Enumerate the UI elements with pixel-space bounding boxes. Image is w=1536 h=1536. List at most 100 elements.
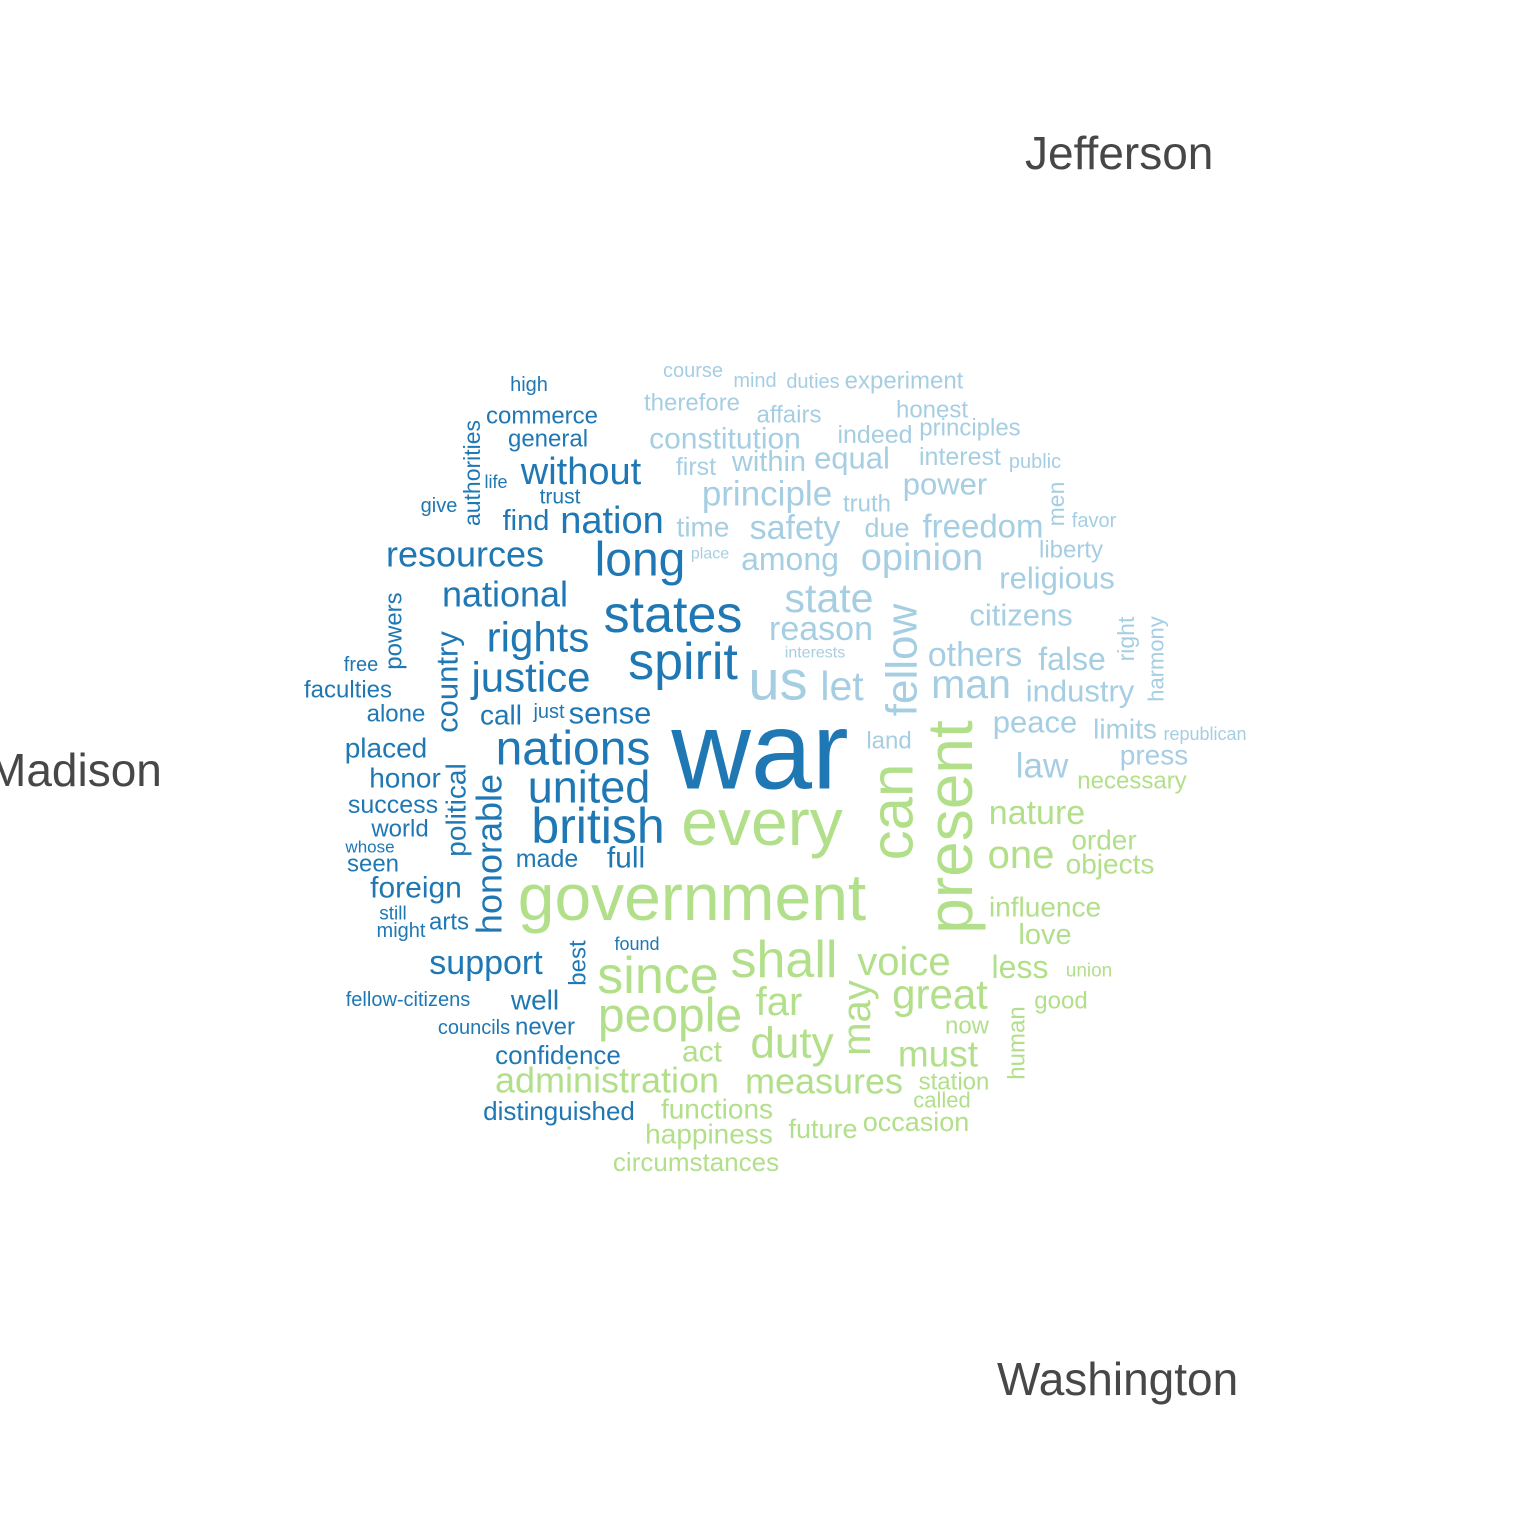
word-order: order — [1071, 825, 1136, 856]
group-label-washington: Washington — [997, 1353, 1239, 1405]
word-war: war — [670, 690, 848, 813]
word-states: states — [604, 586, 743, 644]
word-world: world — [370, 816, 428, 843]
word-without: without — [520, 451, 642, 493]
word-functions: functions — [661, 1094, 773, 1125]
word-foreign: foreign — [370, 872, 462, 905]
word-rights: rights — [487, 614, 590, 661]
word-reason: reason — [769, 610, 873, 648]
word-interests: interests — [785, 645, 845, 662]
word-called: called — [913, 1088, 970, 1113]
word-honor: honor — [369, 763, 441, 794]
word-councils: councils — [438, 1017, 510, 1039]
word-affairs: affairs — [757, 402, 822, 429]
word-circumstances: circumstances — [613, 1147, 779, 1177]
word-confidence: confidence — [495, 1040, 621, 1070]
word-far: far — [756, 980, 803, 1024]
word-land: land — [866, 728, 911, 755]
word-principle: principle — [702, 475, 832, 514]
word-seen: seen — [347, 851, 399, 878]
word-false: false — [1038, 641, 1106, 677]
word-present: present — [914, 720, 986, 934]
word-call: call — [480, 700, 522, 731]
word-less: less — [992, 949, 1049, 985]
word-never: never — [515, 1014, 575, 1041]
word-place: place — [691, 546, 729, 563]
word-indeed: indeed — [837, 421, 912, 449]
word-industry: industry — [1026, 674, 1135, 709]
word-opinion: opinion — [861, 537, 984, 579]
group-label-jefferson: Jefferson — [1025, 127, 1214, 179]
word-arts: arts — [429, 909, 469, 936]
word-placed: placed — [345, 733, 428, 764]
word-human: human — [1004, 1006, 1031, 1079]
word-peace: peace — [993, 705, 1077, 740]
word-union: union — [1066, 961, 1113, 982]
word-fellow: fellow — [878, 604, 927, 717]
word-among: among — [741, 541, 839, 577]
word-love: love — [1018, 919, 1071, 951]
word-national: national — [442, 574, 568, 615]
word-limits: limits — [1093, 714, 1157, 745]
word-interest: interest — [919, 443, 1001, 471]
word-constitution: constitution — [649, 423, 801, 456]
word-justice: justice — [469, 654, 590, 701]
word-may: may — [835, 980, 879, 1056]
word-law: law — [1016, 747, 1069, 786]
word-find: find — [503, 505, 550, 537]
word-time: time — [677, 512, 730, 543]
word-administration: administration — [495, 1060, 719, 1101]
word-therefore: therefore — [644, 390, 740, 417]
word-due: due — [864, 513, 909, 543]
word-men: men — [1043, 482, 1069, 527]
word-government: government — [518, 860, 867, 934]
word-alone: alone — [367, 701, 426, 728]
word-first: first — [676, 453, 716, 481]
group-label-madison: Madison — [0, 744, 162, 796]
word-high: high — [510, 374, 548, 396]
word-fellow-citizens: fellow-citizens — [346, 989, 470, 1011]
word-commerce: commerce — [486, 403, 598, 430]
word-found: found — [614, 934, 659, 954]
word-experiment: experiment — [845, 368, 964, 395]
word-full: full — [607, 842, 645, 875]
word-best: best — [565, 940, 592, 986]
word-man: man — [931, 661, 1011, 707]
word-success: success — [348, 791, 438, 819]
word-british: british — [531, 798, 664, 854]
word-measures: measures — [745, 1061, 903, 1102]
word-can: can — [859, 764, 926, 861]
word-life: life — [484, 472, 507, 492]
word-well: well — [510, 985, 559, 1016]
word-every: every — [681, 785, 842, 859]
word-influence: influence — [989, 892, 1101, 923]
word-within: within — [731, 446, 806, 478]
word-great: great — [892, 971, 988, 1018]
word-mind: mind — [733, 370, 776, 392]
word-press: press — [1120, 740, 1188, 771]
word-power: power — [903, 467, 987, 502]
word-people: people — [598, 990, 742, 1043]
word-honorable: honorable — [469, 774, 510, 934]
word-whose: whose — [344, 838, 394, 857]
word-political: political — [441, 763, 472, 856]
word-give: give — [421, 495, 458, 517]
word-course: course — [663, 360, 723, 382]
word-still: still — [379, 904, 406, 925]
word-occasion: occasion — [863, 1107, 970, 1137]
word-public: public — [1009, 451, 1061, 473]
word-right: right — [1113, 616, 1139, 661]
word-objects: objects — [1066, 849, 1155, 880]
word-principles: principles — [919, 415, 1020, 442]
word-honest: honest — [896, 397, 968, 424]
word-nations: nations — [496, 723, 651, 776]
word-voice: voice — [857, 940, 950, 984]
word-now: now — [945, 1013, 990, 1040]
word-republican: republican — [1163, 724, 1246, 744]
word-general: general — [508, 426, 588, 453]
word-harmony: harmony — [1144, 616, 1169, 702]
word-citizens: citizens — [969, 598, 1072, 633]
word-necessary: necessary — [1077, 768, 1186, 795]
word-free: free — [344, 654, 378, 676]
word-long: long — [595, 534, 686, 587]
